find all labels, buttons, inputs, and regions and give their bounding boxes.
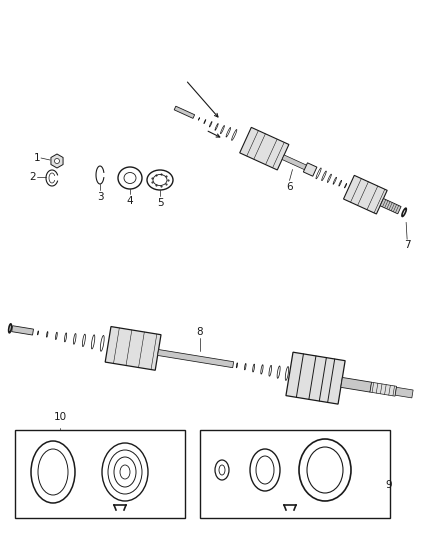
- Text: 9: 9: [385, 480, 392, 490]
- Bar: [200, 430, 390, 518]
- Polygon shape: [343, 175, 387, 214]
- Ellipse shape: [153, 174, 167, 185]
- Ellipse shape: [54, 158, 60, 164]
- Polygon shape: [158, 350, 233, 368]
- Text: 5: 5: [157, 198, 163, 208]
- Ellipse shape: [307, 447, 343, 493]
- Text: 2: 2: [29, 172, 36, 182]
- Ellipse shape: [256, 456, 274, 484]
- Polygon shape: [174, 106, 194, 118]
- Ellipse shape: [120, 465, 130, 479]
- Text: 10: 10: [53, 412, 67, 422]
- Text: 3: 3: [97, 192, 103, 202]
- Polygon shape: [240, 127, 289, 170]
- Polygon shape: [395, 387, 413, 398]
- Ellipse shape: [219, 465, 225, 475]
- Text: 1: 1: [33, 153, 40, 163]
- Polygon shape: [380, 198, 401, 214]
- Polygon shape: [286, 352, 345, 404]
- Polygon shape: [304, 163, 317, 176]
- Text: 4: 4: [127, 196, 133, 206]
- Ellipse shape: [124, 173, 136, 183]
- Text: 8: 8: [197, 327, 203, 337]
- Polygon shape: [370, 382, 397, 396]
- Ellipse shape: [38, 449, 68, 495]
- Text: 6: 6: [286, 182, 293, 191]
- Polygon shape: [12, 326, 33, 335]
- Polygon shape: [282, 155, 307, 170]
- Polygon shape: [341, 377, 371, 392]
- Text: 7: 7: [404, 240, 410, 251]
- Bar: [15, 430, 185, 518]
- Polygon shape: [105, 327, 161, 370]
- Polygon shape: [51, 154, 63, 168]
